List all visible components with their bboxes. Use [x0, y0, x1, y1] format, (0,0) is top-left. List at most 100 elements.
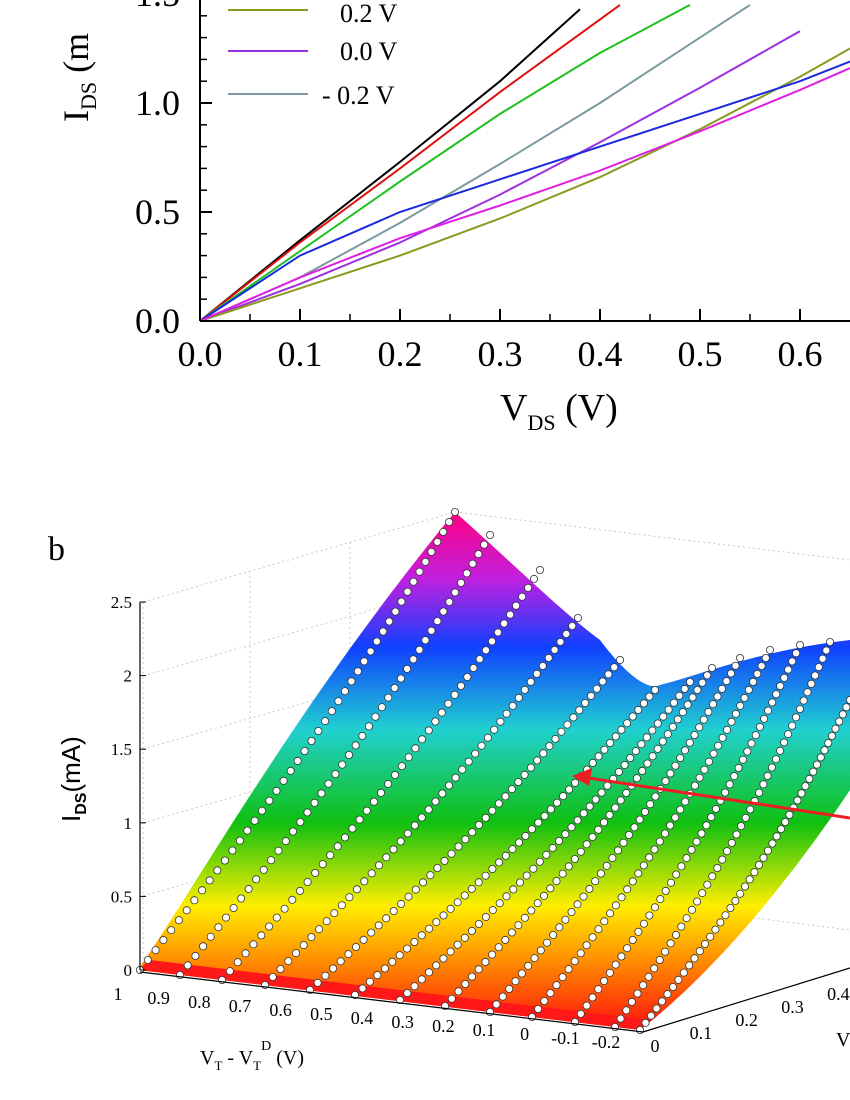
isoline-8-dot-14: [573, 900, 582, 909]
isoline-6-dot-8: [453, 940, 462, 949]
isoline-4-dot-46: [616, 656, 625, 665]
isoline-12-dot-43: [835, 717, 844, 726]
x3d-label-main: V: [200, 1047, 215, 1069]
isoline-4-dot-26: [494, 799, 503, 808]
isoline-9-dot-25: [671, 813, 680, 822]
series-line-5: [199, 47, 850, 322]
isoline-7-dot-46: [708, 664, 717, 673]
isoline-2-dot-44: [524, 583, 533, 592]
isoline-10-dot-9: [623, 944, 632, 953]
isoline-9-dot-24: [666, 821, 675, 830]
isoline-5-dot-18: [481, 871, 490, 880]
isoline-12-dot-8: [679, 968, 688, 977]
x3d-tick-label-3: 0.7: [229, 996, 252, 1016]
isoline-4-dot-35: [551, 734, 560, 743]
isoline-4-dot-24: [481, 813, 490, 822]
isoline-8-dot-26: [641, 807, 650, 816]
isoline-0-dot-40: [415, 567, 424, 576]
y-tick-label-2: 1.0: [135, 83, 180, 123]
isoline-5-dot-21: [501, 851, 510, 860]
isoline-1-dot-27: [371, 712, 380, 721]
isoline-9-dot-10: [588, 933, 597, 942]
isoline-4-dot-14: [411, 885, 420, 894]
isoline-10-dot-16: [661, 886, 670, 895]
z-label-main: I: [56, 815, 86, 822]
isoline-2-dot-4: [249, 940, 258, 949]
isoline-5-dot-8: [410, 938, 419, 947]
isoline-6-dot-46: [686, 678, 695, 687]
x-label-unit: (V): [556, 387, 618, 429]
isoline-2-dot-32: [450, 690, 459, 699]
isoline-8-dot-25: [635, 815, 644, 824]
isoline-9-dot-44: [757, 662, 766, 671]
y3d-tick-label-0: 0: [651, 1036, 660, 1056]
isoline-0-dot-42: [427, 547, 436, 556]
isoline-9-dot-40: [740, 693, 749, 702]
isoline-2-dot-37: [481, 646, 490, 655]
isoline-6-dot-19: [529, 864, 538, 873]
isoline-11-dot-43: [814, 663, 823, 672]
isoline-12-dot-24: [759, 853, 768, 862]
isoline-5-dot-46: [651, 686, 660, 695]
isoline-2-dot-33: [456, 681, 465, 690]
isoline-7-dot-42: [688, 693, 697, 702]
isoline-2-dot-5: [257, 931, 266, 940]
isoline-10-dot-3: [588, 993, 597, 1002]
isoline-8-dot-35: [685, 738, 694, 747]
isoline-8-dot-32: [671, 761, 680, 770]
isoline-8-dot-46: [736, 654, 745, 663]
isoline-10-dot-14: [650, 903, 659, 912]
y-label-unit: (m: [56, 33, 96, 82]
isoline-10-dot-18: [672, 870, 681, 879]
isoline-9-dot-17: [628, 877, 637, 886]
isoline-8-dot-3: [505, 984, 514, 993]
isoline-12-dot-28: [777, 825, 786, 834]
isoline-4-dot-22: [468, 828, 477, 837]
isoline-12-dot-44: [838, 710, 847, 719]
isoline-6-dot-20: [535, 857, 544, 866]
svg-text:IDS (m: IDS (m: [56, 33, 101, 122]
isoline-5-dot-24: [521, 831, 530, 840]
isoline-10-dot-32: [739, 755, 748, 764]
isoline-5-dot-13: [446, 904, 455, 913]
isoline-8-dot-43: [722, 677, 731, 686]
isoline-11-dot-18: [708, 872, 717, 881]
x3d-tick-label-7: 0.3: [391, 1012, 414, 1032]
isoline-5-dot-14: [453, 898, 462, 907]
x3d-tick-label-8: 0.2: [432, 1016, 455, 1036]
isoline-0-dot-1: [143, 956, 152, 965]
isoline-3-dot-11: [345, 893, 354, 902]
isoline-12-dot-15: [716, 918, 725, 927]
isoline-8-dot-23: [625, 831, 634, 840]
isoline-12-dot-6: [669, 983, 678, 992]
x3d-label-unit: (V): [271, 1047, 304, 1069]
isoline-1-dot-1: [183, 961, 192, 970]
isoline-7-dot-4: [467, 972, 476, 981]
isoline-1-dot-34: [415, 645, 424, 654]
isoline-7-dot-43: [693, 686, 702, 695]
isoline-9-dot-13: [606, 909, 615, 918]
isoline-10-dot-13: [645, 911, 654, 920]
isoline-6-dot-44: [675, 691, 684, 700]
isoline-3-dot-30: [477, 741, 486, 750]
isoline-6-dot-25: [567, 823, 576, 832]
y-tick-label-0: 0.0: [135, 301, 180, 341]
isoline-12-dot-7: [674, 975, 683, 984]
isoline-3-dot-14: [367, 869, 376, 878]
z-tick-label-3: 1.5: [111, 740, 132, 759]
isoline-9-dot-21: [650, 845, 659, 854]
isoline-6-dot-27: [579, 809, 588, 818]
isoline-2-dot-2: [233, 958, 242, 967]
isoline-2-dot-36: [475, 655, 484, 664]
isoline-3-dot-38: [526, 677, 535, 686]
isoline-0-dot-29: [347, 677, 356, 686]
isoline-1-dot-46: [485, 531, 494, 540]
isoline-12-dot-3: [652, 1004, 661, 1013]
isoline-4-dot-33: [539, 749, 548, 758]
isoline-2-dot-6: [265, 922, 274, 931]
isoline-2-dot-10: [295, 886, 304, 895]
isoline-10-dot-43: [784, 665, 793, 674]
isoline-12-dot-5: [663, 990, 672, 999]
isoline-6-dot-37: [637, 740, 646, 749]
isoline-9-dot-23: [661, 829, 670, 838]
